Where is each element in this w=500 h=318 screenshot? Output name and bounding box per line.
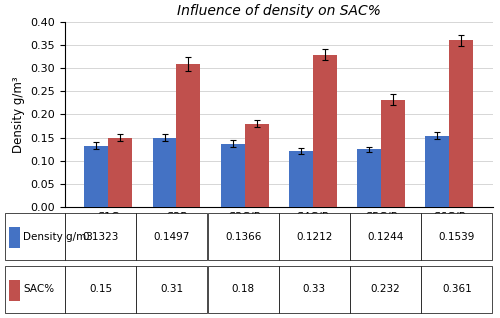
Text: 0.1497: 0.1497 xyxy=(154,232,190,242)
Bar xyxy=(313,55,336,207)
Bar xyxy=(279,213,350,260)
Text: 0.18: 0.18 xyxy=(232,284,254,294)
Bar xyxy=(65,266,136,313)
Bar xyxy=(152,138,176,207)
Text: 0.1366: 0.1366 xyxy=(225,232,262,242)
Bar xyxy=(176,64,201,207)
Bar xyxy=(357,149,381,207)
Bar xyxy=(350,266,421,313)
Bar xyxy=(421,266,492,313)
Bar xyxy=(208,213,279,260)
Bar xyxy=(5,213,65,260)
Text: 0.31: 0.31 xyxy=(160,284,184,294)
Text: SAC%: SAC% xyxy=(23,284,54,294)
Text: 0.1539: 0.1539 xyxy=(438,232,475,242)
Bar xyxy=(84,146,108,207)
Bar xyxy=(421,213,492,260)
Text: 0.1212: 0.1212 xyxy=(296,232,333,242)
Bar xyxy=(350,213,421,260)
Bar xyxy=(289,151,313,207)
Bar xyxy=(5,266,65,313)
Bar xyxy=(9,227,20,248)
Text: 0.1323: 0.1323 xyxy=(82,232,119,242)
Bar xyxy=(136,213,208,260)
Bar xyxy=(65,213,136,260)
Text: Density g/m3: Density g/m3 xyxy=(23,232,93,242)
Title: Influence of density on SAC%: Influence of density on SAC% xyxy=(177,4,380,18)
Text: 0.15: 0.15 xyxy=(89,284,112,294)
Bar xyxy=(221,144,244,207)
Bar xyxy=(449,40,473,207)
Text: 0.361: 0.361 xyxy=(442,284,472,294)
Bar xyxy=(108,137,132,207)
Text: 0.232: 0.232 xyxy=(371,284,400,294)
Bar xyxy=(381,100,405,207)
Bar xyxy=(279,266,350,313)
Bar xyxy=(136,266,208,313)
Y-axis label: Density g/m³: Density g/m³ xyxy=(12,76,25,153)
Text: 0.33: 0.33 xyxy=(303,284,326,294)
Bar xyxy=(426,136,449,207)
Bar xyxy=(208,266,279,313)
Text: 0.1244: 0.1244 xyxy=(368,232,404,242)
Bar xyxy=(244,124,268,207)
Bar xyxy=(9,280,20,301)
